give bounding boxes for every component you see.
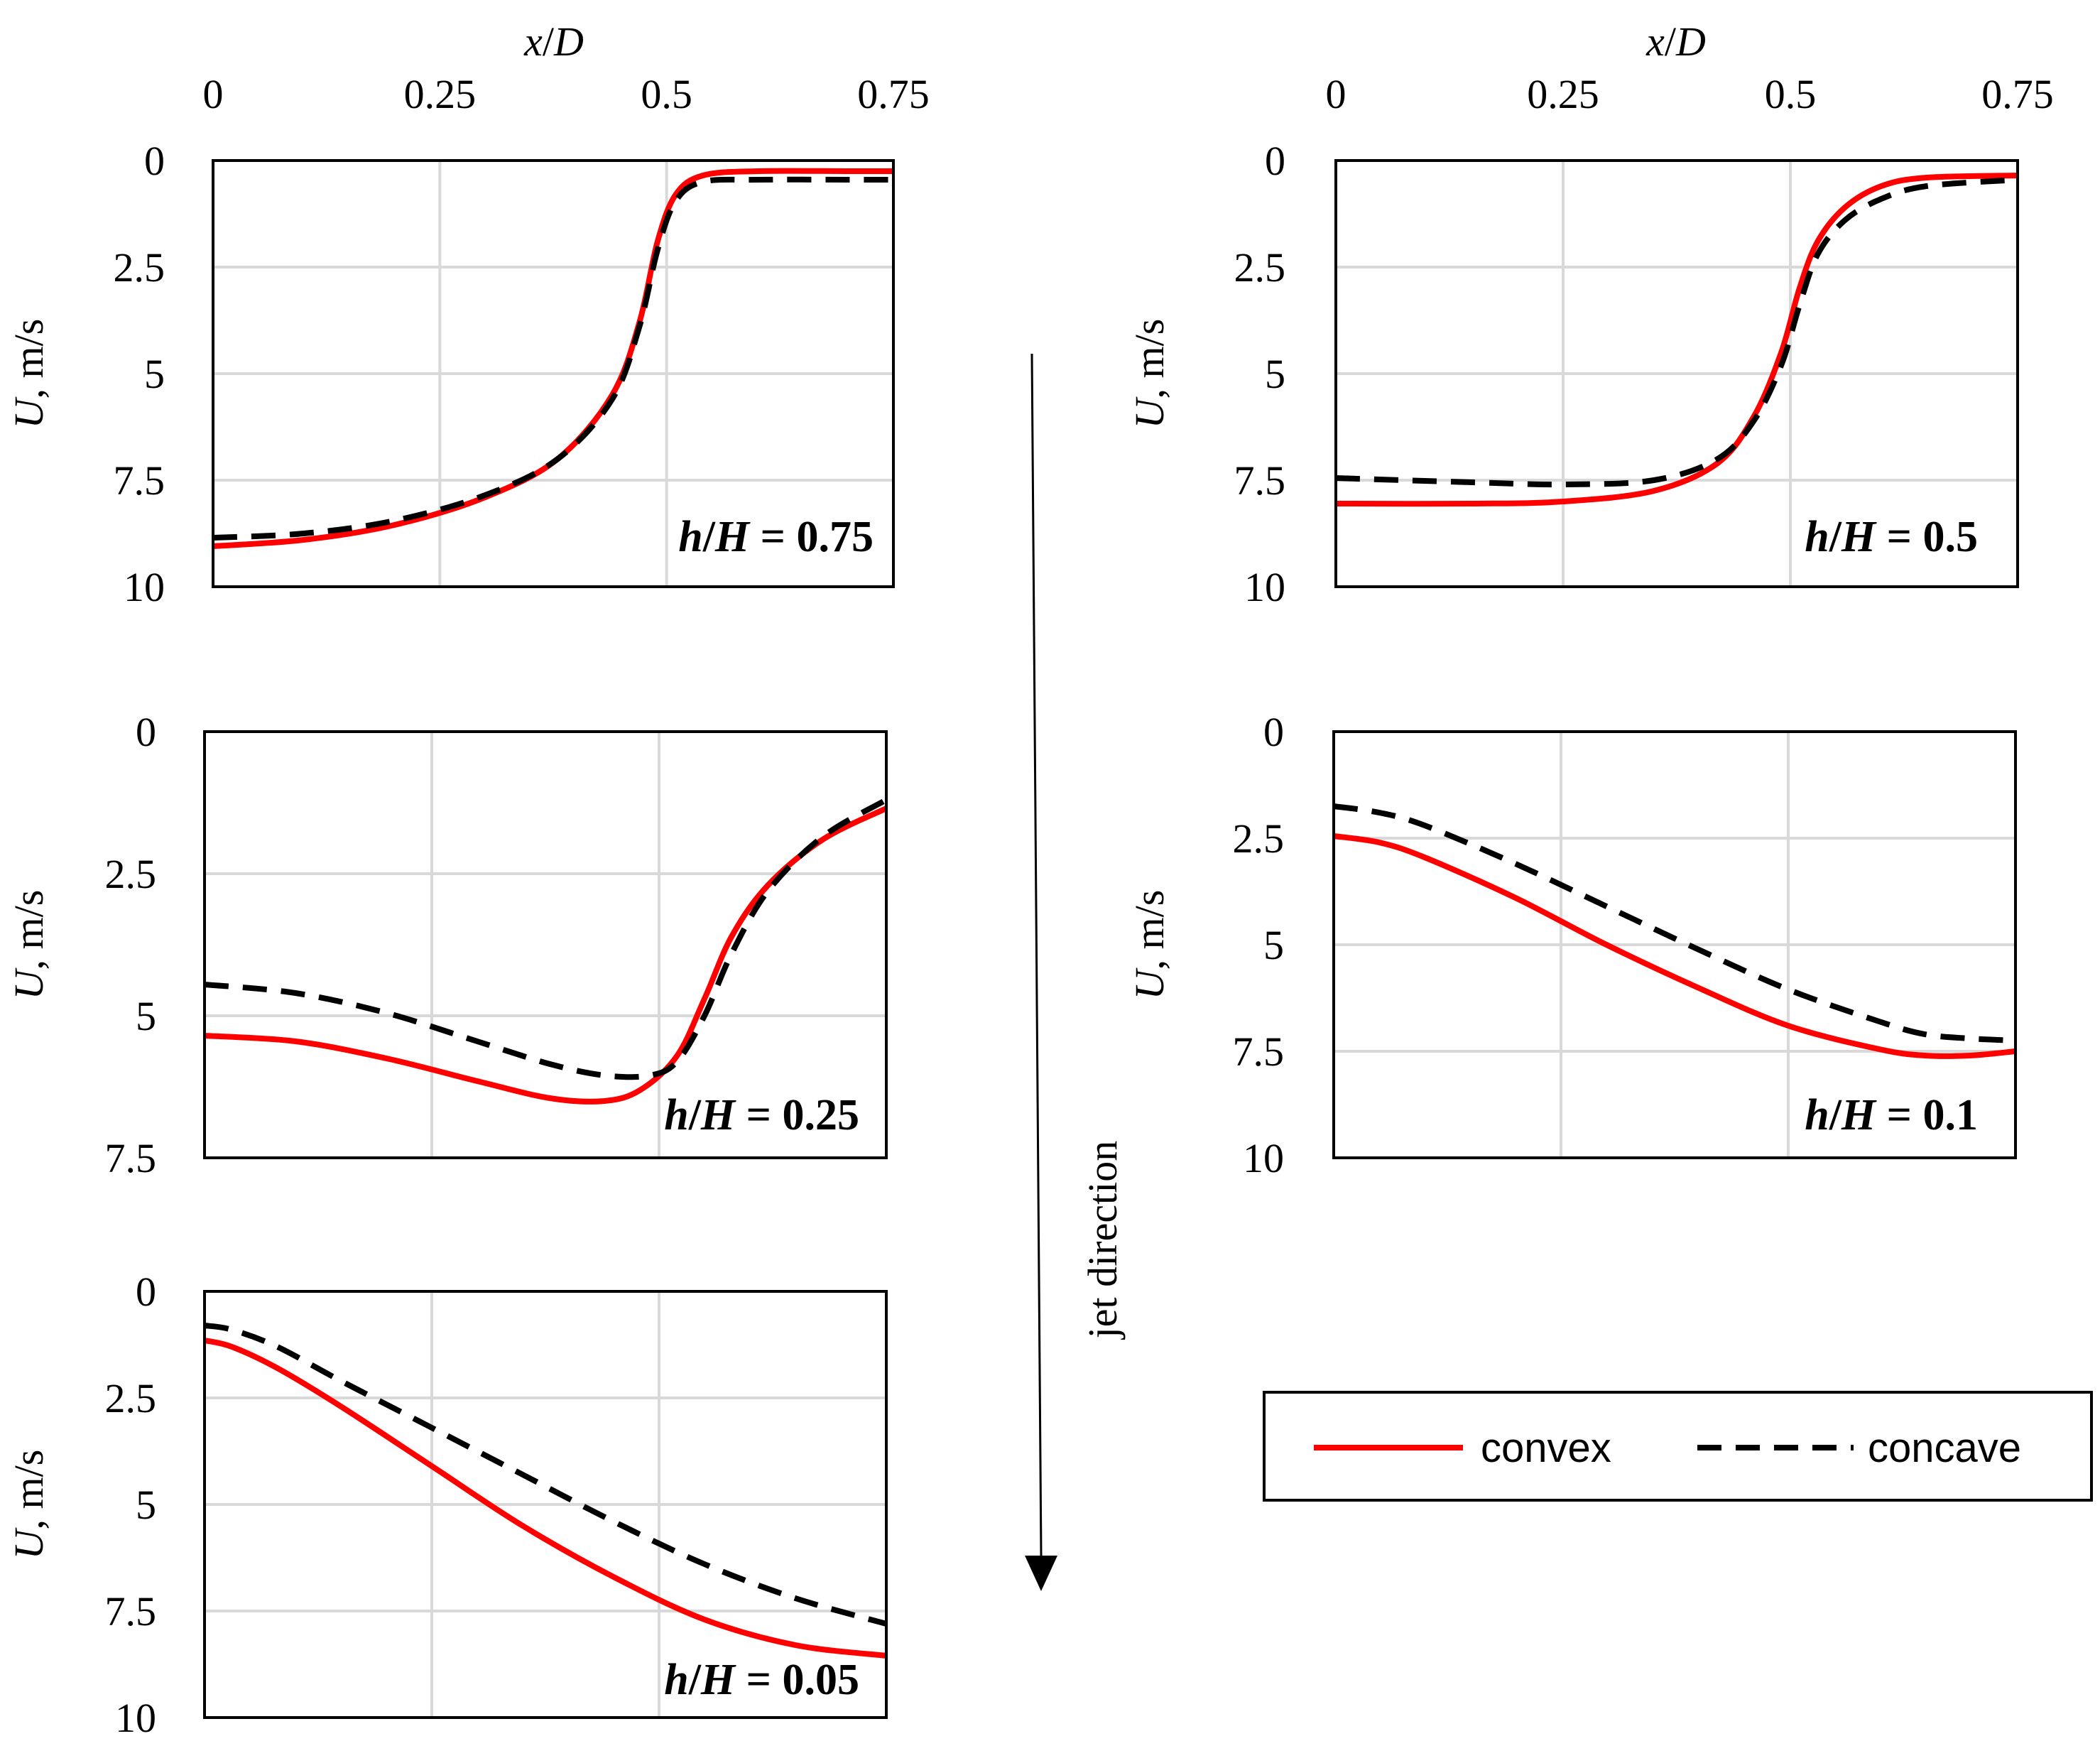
y-tick-label: 0 [144,138,165,184]
y-tick-label: 0 [1263,709,1284,755]
arrow-head-icon [1025,1556,1057,1591]
y-tick-label: 0 [136,709,156,755]
series-line-concave [204,1323,888,1627]
x-tick-label: 0.75 [1981,71,2054,117]
series-line-concave [1333,803,2016,1043]
y-tick-label: 2.5 [114,244,165,291]
y-tick-label: 10 [124,564,165,610]
y-axis-label: U, m/s [1126,890,1173,1000]
series-line-concave [212,176,893,541]
arrow-line [1030,353,1043,1556]
series-line-concave [1335,177,2018,488]
y-tick-label: 5 [144,351,165,397]
y-tick-label: 7.5 [1234,457,1286,504]
legend: convex concave [1263,1391,2093,1502]
panel-annotation: h/H = 0.05 [664,1656,859,1704]
x-axis-label: x/D [1645,18,1706,65]
panel-h-0-5: 0 2.5 5 7.5 10 0 0.25 0.5 0.75 x/D U, m/s h/H = 0.5 [1126,18,2054,610]
x-tick-label: 0.5 [1765,71,1817,117]
y-tick-label: 5 [1263,922,1284,968]
y-tick-label: 7.5 [1233,1029,1285,1075]
series-line-concave [204,797,888,1080]
panel-annotation: h/H = 0.25 [664,1091,859,1139]
y-axis-label: U, m/s [6,890,52,1000]
x-tick-label: 0 [1326,71,1346,117]
panel-annotation: h/H = 0.1 [1805,1091,1978,1139]
y-tick-label: 7.5 [105,1588,157,1634]
y-tick-label: 10 [115,1695,156,1741]
y-axis-label: U, m/s [6,319,52,429]
y-tick-label: 5 [136,1482,156,1528]
y-tick-label: 0 [136,1269,156,1315]
x-tick-label: 0.5 [641,71,692,117]
plot-frame [203,730,888,1159]
plot-frame [212,159,895,588]
y-axis-label: U, m/s [6,1450,52,1560]
y-axis-label: U, m/s [1126,319,1173,429]
y-tick-label: 10 [1243,1135,1284,1181]
jet-direction-arrow: jet direction [1025,353,1126,1591]
x-tick-label: 0.25 [404,71,477,117]
panel-annotation: h/H = 0.75 [678,513,874,561]
series-line-convex [204,1338,887,1659]
x-tick-label: 0 [203,71,224,117]
plot-frame [1332,730,2017,1159]
y-tick-label: 0 [1265,138,1285,184]
series-line-convex [1335,173,2018,507]
y-tick-label: 7.5 [114,457,165,504]
x-tick-label: 0.25 [1527,71,1599,117]
y-tick-label: 7.5 [105,1135,157,1181]
panel-h-0-1: 0 2.5 5 7.5 10 U, m/s h/H = 0.1 [1126,709,2017,1181]
panel-h-0-05: 0 2.5 5 7.5 10 U, m/s h/H = 0.05 [6,1269,888,1741]
series-line-convex [212,168,893,549]
y-tick-label: 10 [1244,564,1285,610]
panel-annotation: h/H = 0.5 [1805,513,1978,561]
arrow-label: jet direction [1079,1141,1126,1340]
y-tick-label: 5 [136,993,156,1039]
y-tick-label: 2.5 [105,1375,157,1421]
legend-concave-label: concave [1868,1425,2021,1471]
y-tick-label: 5 [1265,351,1285,397]
x-tick-label: 0.75 [857,71,930,117]
series-line-convex [1333,833,2016,1059]
x-axis-label: x/D [523,18,584,65]
y-tick-label: 2.5 [1233,815,1285,862]
panel-h-0-75: 0 2.5 5 7.5 10 0 0.25 0.5 0.75 x/D U, m/s h/H = 0.7… [6,18,930,610]
series-line-convex [204,806,888,1105]
legend-convex-label: convex [1481,1425,1611,1471]
y-tick-label: 2.5 [1234,244,1286,291]
panel-h-0-25: 0 2.5 5 7.5 U, m/s h/H = 0.25 [6,709,888,1181]
y-tick-label: 2.5 [105,851,157,897]
plot-frame [203,1290,888,1719]
plot-frame [1334,159,2019,588]
